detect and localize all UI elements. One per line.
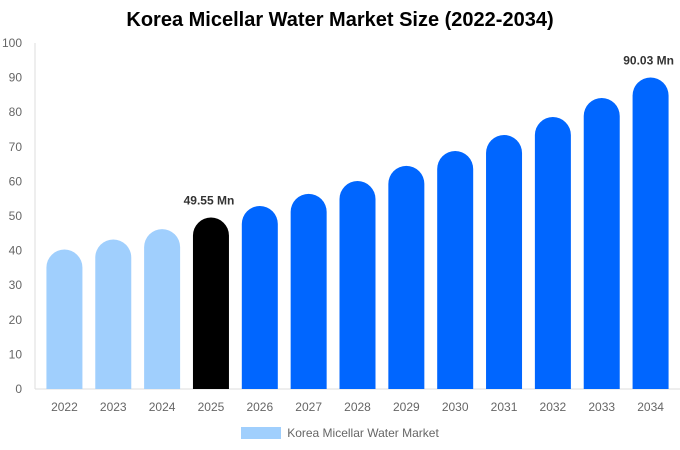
- bar-2027: [290, 193, 327, 389]
- bar-2030: [437, 150, 474, 389]
- x-tick-label: 2028: [344, 400, 371, 414]
- bar-2029: [388, 165, 425, 389]
- legend-swatch: [241, 427, 282, 439]
- x-tick-label: 2024: [149, 400, 176, 414]
- y-tick-label: 70: [9, 140, 23, 154]
- bar-2031: [486, 135, 523, 389]
- y-tick-label: 10: [9, 347, 23, 361]
- bar-2022: [46, 249, 83, 389]
- bar-2028: [339, 181, 376, 389]
- y-tick-label: 80: [9, 105, 23, 119]
- x-tick-label: 2034: [637, 400, 664, 414]
- bar-2033: [583, 98, 620, 389]
- bar-2023: [95, 239, 132, 389]
- data-label: 90.03 Mn: [623, 53, 674, 67]
- y-tick-label: 60: [9, 174, 23, 188]
- y-tick-label: 20: [9, 313, 23, 327]
- data-label: 49.55 Mn: [184, 194, 235, 208]
- chart-title: Korea Micellar Water Market Size (2022-2…: [126, 9, 554, 31]
- legend-label: Korea Micellar Water Market: [287, 426, 439, 440]
- y-tick-label: 100: [2, 36, 22, 50]
- x-tick-label: 2029: [393, 400, 420, 414]
- y-tick-label: 90: [9, 71, 23, 85]
- x-tick-label: 2033: [588, 400, 615, 414]
- x-tick-label: 2023: [100, 400, 127, 414]
- y-tick-label: 40: [9, 244, 23, 258]
- x-tick-label: 2022: [51, 400, 78, 414]
- y-tick-label: 30: [9, 278, 23, 292]
- bar-2024: [144, 229, 181, 389]
- x-tick-label: 2027: [295, 400, 322, 414]
- y-tick-label: 50: [9, 209, 23, 223]
- x-tick-label: 2032: [540, 400, 567, 414]
- bar-2025: [192, 217, 229, 389]
- bar-2034: [632, 77, 669, 389]
- x-tick-label: 2031: [491, 400, 518, 414]
- x-tick-label: 2030: [442, 400, 469, 414]
- y-tick-label: 0: [15, 382, 22, 396]
- legend: Korea Micellar Water Market: [0, 426, 680, 440]
- x-tick-label: 2026: [246, 400, 273, 414]
- bar-2032: [534, 117, 571, 389]
- x-tick-label: 2025: [198, 400, 225, 414]
- bar-2026: [241, 205, 278, 389]
